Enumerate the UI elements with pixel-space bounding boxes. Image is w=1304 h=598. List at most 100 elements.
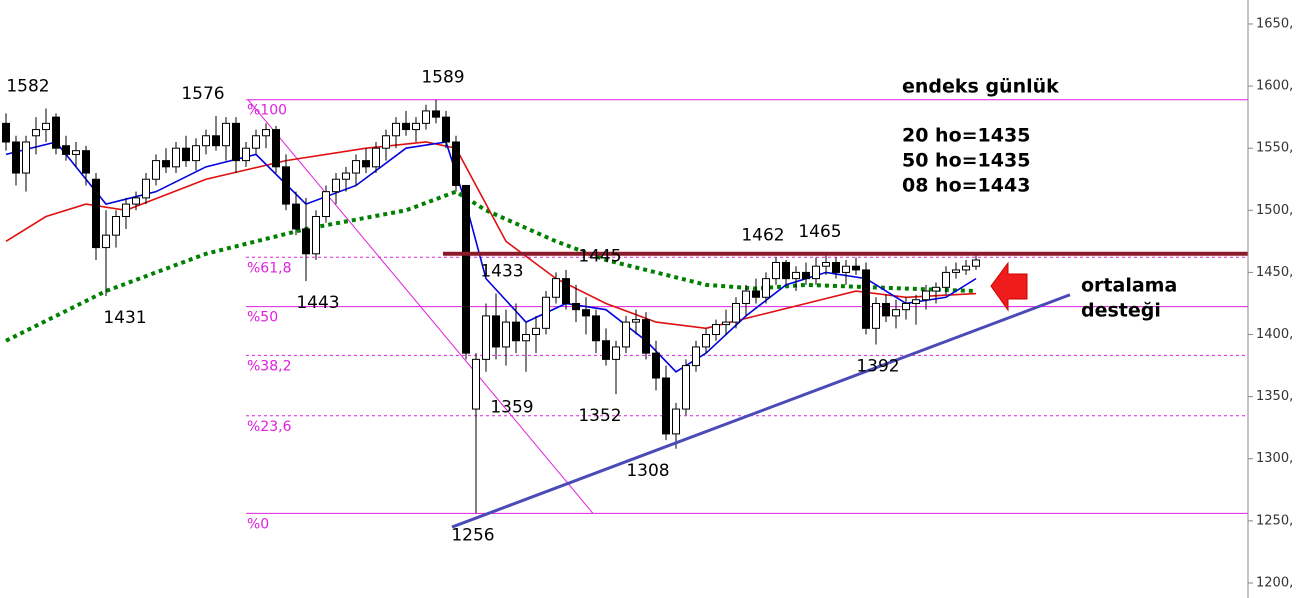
candle-body: [42, 122, 50, 131]
fib-label: %23,6: [247, 419, 292, 435]
candle-body: [892, 309, 900, 317]
candle-body: [312, 216, 320, 255]
candle-body: [192, 145, 200, 162]
candle-body: [22, 141, 30, 174]
candle-body: [152, 160, 160, 180]
candle-body: [442, 116, 450, 143]
candle-body: [452, 141, 460, 186]
candle-body: [872, 302, 880, 329]
candle-body: [822, 261, 830, 267]
note-line: 20 ho=1435: [902, 125, 1030, 147]
candle-body: [382, 135, 390, 149]
candle-body: [652, 352, 660, 379]
candle-body: [462, 184, 470, 354]
candle-body: [782, 261, 790, 280]
candle-body: [602, 340, 610, 360]
candle-body: [132, 197, 140, 205]
candle-body: [302, 228, 310, 255]
candle-body: [752, 290, 760, 298]
candle-body: [232, 122, 240, 162]
candle-body: [412, 122, 420, 131]
candle-body: [252, 135, 260, 149]
moving-average: [5, 189, 977, 343]
candle-body: [702, 334, 710, 348]
candle-body: [932, 286, 940, 292]
price-label: 1359: [490, 397, 533, 417]
candle-body: [862, 269, 870, 329]
candle-body: [912, 299, 920, 304]
candle-body: [222, 122, 230, 147]
price-label: 1433: [480, 262, 523, 282]
candle-body: [662, 377, 670, 435]
candle-body: [372, 147, 380, 168]
price-label: 1445: [578, 247, 621, 267]
axis-layer: 1200, 1250, 1300, 1350, 1400, 1450, 1500, 1550,…: [1248, 16, 1293, 590]
y-tick-label: 1550,: [1256, 141, 1293, 156]
candle-body: [522, 334, 530, 342]
candle-body: [962, 265, 970, 271]
price-label: 1392: [856, 356, 899, 376]
candle-body: [112, 216, 120, 236]
candle-body: [532, 327, 540, 336]
candle-body: [882, 302, 890, 317]
fib-label: %0: [247, 516, 269, 532]
candle-body: [12, 141, 20, 174]
candle-body: [632, 319, 640, 323]
candle-body: [552, 278, 560, 298]
candle-body: [972, 259, 980, 267]
candle-body: [612, 346, 620, 360]
candle-body: [842, 265, 850, 273]
candle-body: [482, 315, 490, 360]
y-tick-label: 1450,: [1256, 265, 1293, 280]
candle-body: [432, 110, 440, 118]
candle-body: [502, 321, 510, 348]
price-label: 1589: [421, 68, 464, 88]
fib-label: %38,2: [247, 358, 291, 374]
candle-body: [322, 191, 330, 218]
price-label: 1462: [741, 226, 784, 246]
y-tick-label: 1600,: [1256, 79, 1293, 94]
candle-body: [772, 261, 780, 280]
candle-body: [32, 129, 40, 137]
overlay-layer: 1582 1576 1589 1431 1443 1433 1445 1359 1352 1308…: [6, 68, 1248, 545]
candle-body: [202, 135, 210, 147]
support-note: desteği: [1081, 300, 1161, 322]
candle-body: [2, 122, 10, 143]
price-label: 1308: [626, 461, 669, 481]
candle-body: [142, 178, 150, 199]
y-tick-label: 1650,: [1256, 16, 1293, 31]
candle-body: [292, 203, 300, 230]
candle-body: [282, 166, 290, 205]
note-line: 50 ho=1435: [902, 150, 1030, 172]
fib-label: %61,8: [247, 260, 291, 276]
candle-body: [802, 271, 810, 280]
candle-body: [812, 265, 820, 280]
candle-layer: [2, 99, 980, 514]
candle-body: [852, 265, 860, 271]
candle-body: [92, 178, 100, 249]
candle-body: [72, 150, 80, 155]
candle-body: [572, 302, 580, 311]
candle-body: [422, 110, 430, 124]
note-line: 08 ho=1443: [902, 175, 1030, 197]
candle-body: [122, 203, 130, 218]
y-tick-label: 1500,: [1256, 203, 1293, 218]
candle-body: [582, 309, 590, 317]
price-label: 1582: [6, 76, 49, 96]
y-tick-label: 1250,: [1256, 513, 1293, 528]
candle-body: [272, 129, 280, 168]
candle-body: [102, 234, 110, 249]
y-tick-label: 1350,: [1256, 389, 1293, 404]
candle-body: [942, 271, 950, 288]
candle-body: [242, 147, 250, 162]
price-label: 1256: [451, 525, 494, 545]
candle-body: [512, 321, 520, 342]
candle-body: [52, 116, 60, 149]
price-label: 1443: [296, 293, 339, 313]
support-note: ortalama: [1081, 275, 1177, 297]
y-tick-label: 1200,: [1256, 575, 1293, 590]
candle-body: [692, 346, 700, 367]
candle-body: [832, 261, 840, 273]
candle-body: [62, 145, 70, 155]
